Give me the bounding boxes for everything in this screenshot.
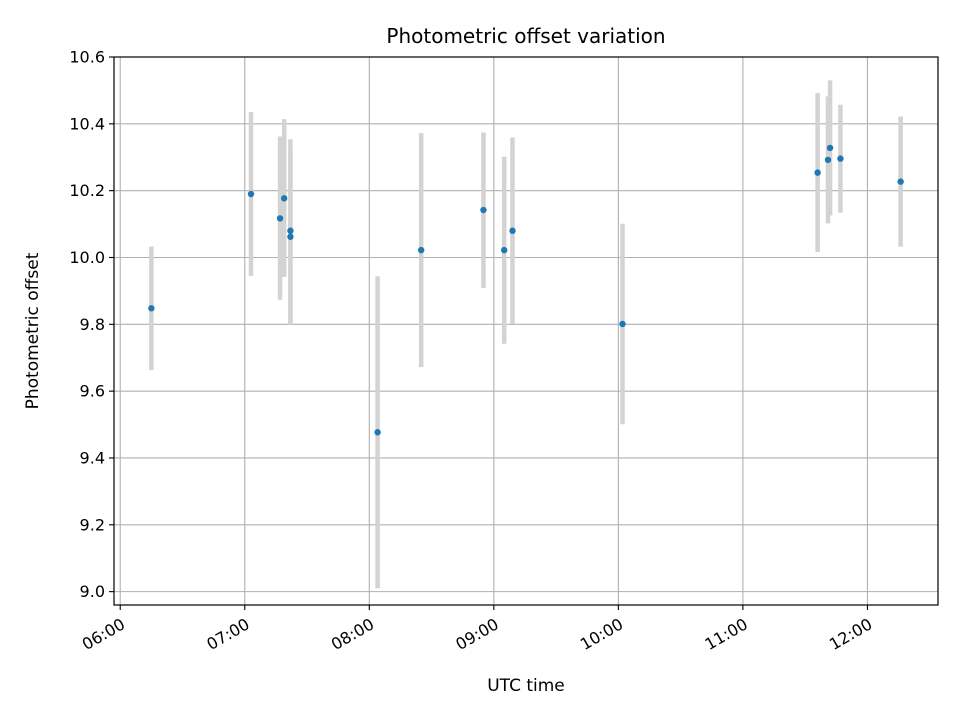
data-point (509, 227, 516, 234)
y-tick-label: 10.6 (69, 48, 105, 67)
data-points (148, 144, 904, 436)
data-point (287, 233, 294, 240)
y-axis-title: Photometric offset (23, 252, 43, 409)
data-point (814, 169, 821, 176)
data-point (824, 156, 832, 164)
data-point (276, 215, 284, 222)
plot-area (114, 57, 938, 605)
y-tick-label: 9.0 (80, 582, 105, 601)
data-point (826, 144, 834, 152)
data-point (374, 429, 381, 436)
data-point (837, 155, 844, 162)
data-point (480, 206, 487, 214)
data-point (287, 227, 294, 234)
data-point (247, 190, 255, 198)
data-point (619, 320, 626, 328)
y-tick-label: 9.2 (80, 515, 105, 534)
y-tick-label: 10.0 (69, 248, 105, 267)
y-tick-label: 9.8 (80, 315, 105, 334)
y-tick-label: 9.4 (80, 448, 105, 467)
y-tick-label: 10.2 (69, 181, 105, 200)
x-axis-title: UTC time (487, 676, 565, 696)
chart-title: Photometric offset variation (386, 24, 665, 48)
grid (114, 56, 938, 605)
data-point (280, 195, 288, 202)
data-point (897, 178, 904, 185)
plot-frame (113, 56, 939, 606)
y-tick-label: 10.4 (69, 114, 105, 133)
data-point (417, 246, 425, 254)
y-tick-label: 9.6 (80, 382, 105, 401)
data-point (501, 246, 508, 254)
data-point (148, 305, 155, 312)
